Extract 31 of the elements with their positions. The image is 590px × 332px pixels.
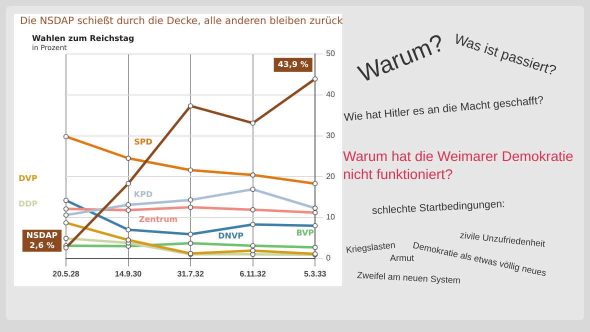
data-label: 43,9 %: [278, 60, 308, 70]
x-tick-label: 14.9.30: [114, 269, 142, 278]
chart-subtitle: Wahlen zum Reichstag: [32, 34, 134, 43]
x-tick-label: 5.3.33: [304, 269, 327, 278]
x-tick-label: 20.5.28: [52, 269, 80, 278]
y-tick-label: 20: [326, 172, 336, 181]
text: Kriegslasten: [345, 240, 396, 255]
data-label: 2,6 %: [30, 240, 54, 250]
text: schlechte Startbedingungen:: [372, 198, 506, 217]
text: DVP: [18, 174, 38, 183]
text: Armut: [390, 253, 414, 263]
series-label: DNVP: [218, 232, 244, 241]
x-tick-label: 6.11.32: [240, 269, 266, 278]
y-tick-label: 30: [326, 130, 336, 140]
text: zivile Unzufriedenheit: [459, 230, 546, 249]
text: Zweifel am neuen System: [356, 270, 461, 286]
series-label: KPD: [134, 190, 153, 199]
text: Wie hat Hitler es an die Macht geschafft?: [343, 94, 544, 124]
series-label: BVP: [296, 228, 314, 238]
y-tick-label: 10: [326, 212, 336, 222]
text: Was ist passiert?: [452, 30, 558, 78]
text: DDP: [18, 199, 38, 208]
y-tick-label: 0: [326, 254, 332, 263]
y-tick-label: 50: [326, 49, 336, 58]
x-tick-label: 31.7.32: [177, 269, 204, 278]
series-label: SPD: [134, 137, 153, 146]
series-label: Zentrum: [138, 215, 178, 224]
series-label: NSDAP: [26, 230, 58, 240]
text: Warum hat die Weimarer Demokratie nicht funktioniert?: [343, 148, 574, 183]
y-tick-label: 40: [326, 90, 336, 100]
chart-title: Die NSDAP schießt durch die Decke, alle anderen bleiben zurück: [20, 16, 343, 27]
